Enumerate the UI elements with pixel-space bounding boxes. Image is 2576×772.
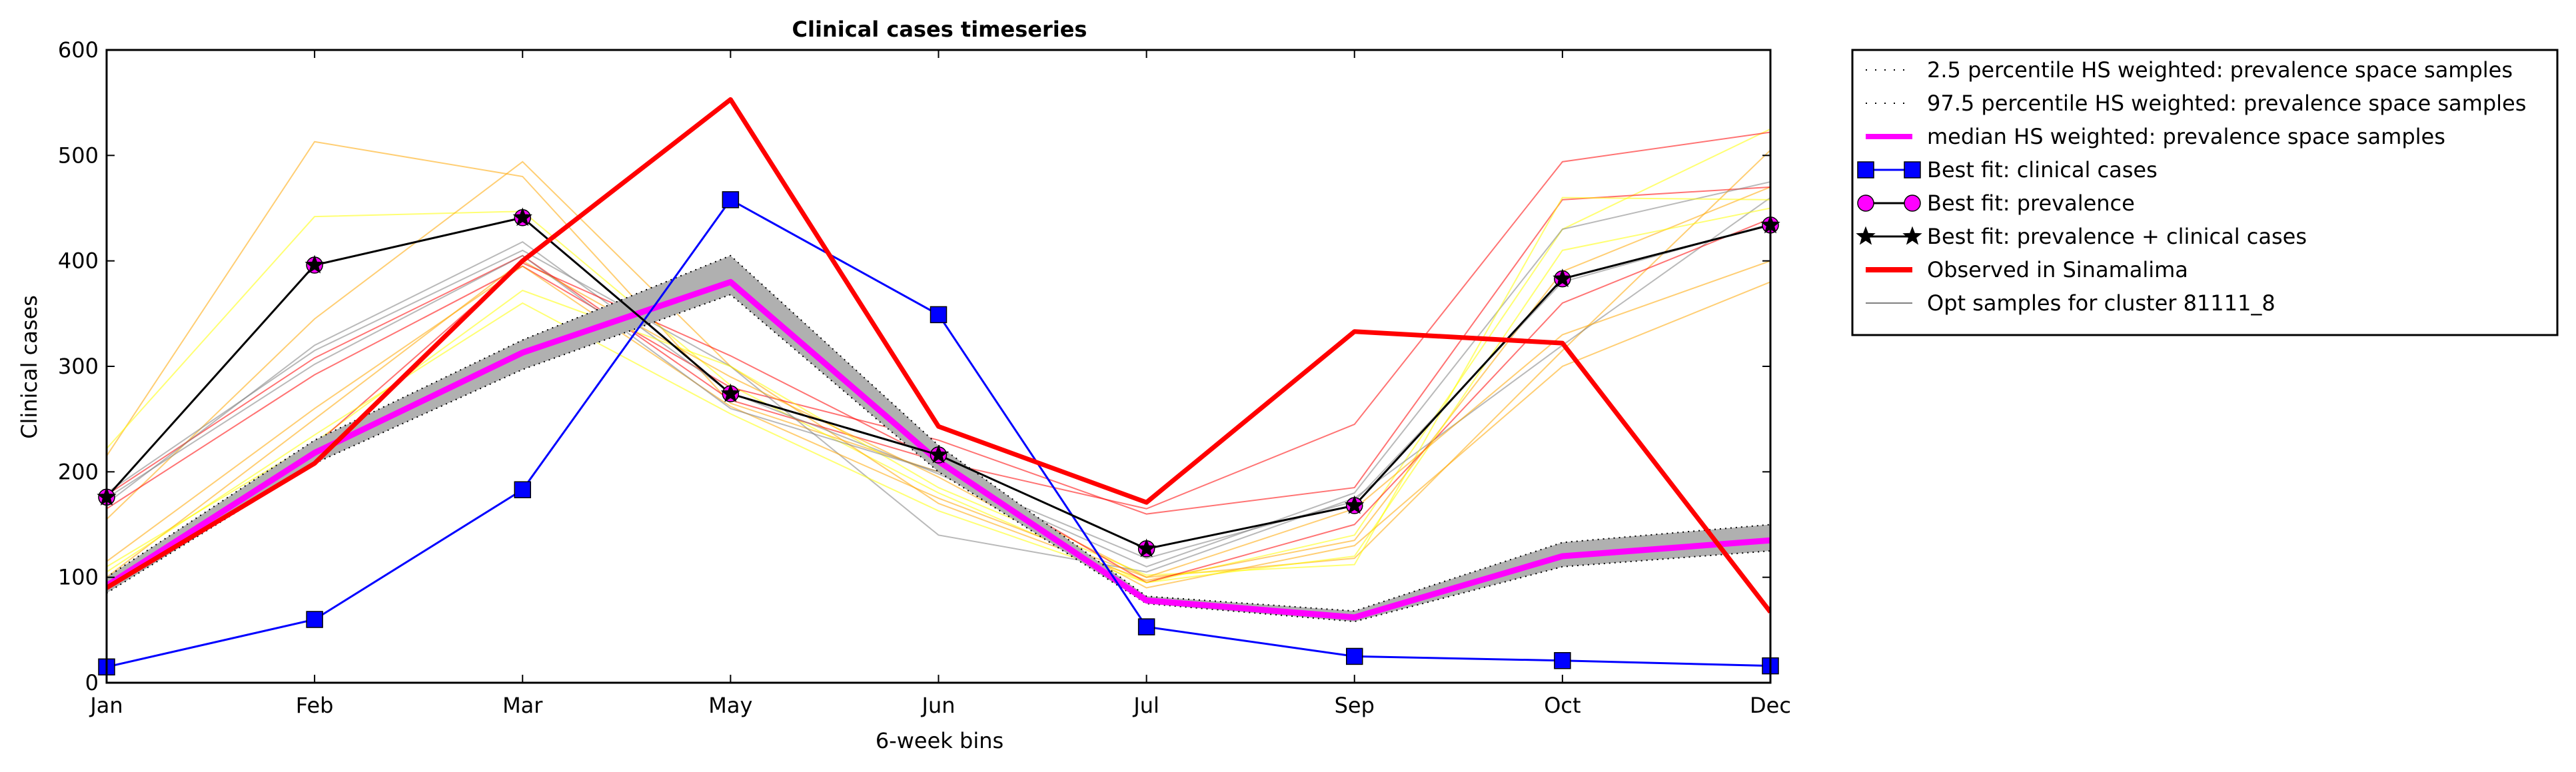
x-axis-label: 6-week bins — [876, 728, 1003, 753]
legend-marker — [1904, 194, 1921, 212]
observed-line — [107, 97, 1770, 614]
x-tick-label: Oct — [1544, 693, 1581, 718]
legend-label: Opt samples for cluster 81111_8 — [1927, 290, 2275, 316]
opt-sample-line-12 — [107, 260, 1770, 578]
y-axis-label: Clinical cases — [17, 295, 42, 439]
opt-sample-line-9 — [107, 260, 1770, 589]
best-fit-clinical-point — [1346, 647, 1363, 665]
plot-frame — [105, 49, 1772, 684]
legend-label: 97.5 percentile HS weighted: prevalence … — [1927, 91, 2526, 116]
opt-sample-line-13 — [107, 223, 1770, 560]
x-tick-label: Jan — [89, 693, 123, 718]
percentile-band — [107, 255, 1770, 622]
y-tick-label: 0 — [85, 670, 99, 695]
best-fit-combined-point — [720, 383, 741, 402]
best-fit-clinical-point — [930, 306, 948, 324]
best-fit-clinical-point — [306, 611, 323, 628]
legend-marker — [1904, 161, 1921, 179]
chart-title: Clinical cases timeseries — [792, 17, 1087, 42]
legend-label: Best fit: prevalence + clinical cases — [1927, 224, 2307, 249]
legend-entry: Best fit: clinical cases — [1857, 157, 2158, 183]
percentile-97-5-line — [107, 254, 1770, 612]
best-fit-combined-point — [305, 254, 324, 274]
legend-entry: Best fit: prevalence — [1857, 191, 2135, 216]
best-fit-combined-line — [107, 216, 1770, 550]
y-tick-label: 200 — [58, 459, 99, 484]
x-tick-label: Mar — [502, 693, 543, 718]
opt-sample-line-8 — [107, 196, 1770, 576]
opt-sample-line-7 — [107, 196, 1770, 573]
y-tick-label: 100 — [58, 565, 99, 590]
x-tick-label: Jul — [1132, 693, 1159, 718]
best-fit-clinical-point — [514, 481, 531, 498]
plot-area: Jan Feb Mar May Jun Jul Sep Oct Dec 0 100 200 300 400… — [58, 37, 1791, 718]
y-tick-label: 300 — [58, 354, 99, 379]
best-fit-combined-point — [1345, 495, 1365, 514]
legend-entry: Observed in Sinamalima — [1866, 257, 2188, 282]
legend-label: median HS weighted: prevalence space sam… — [1927, 124, 2445, 149]
legend: 2.5 percentile HS weighted: prevalence s… — [1851, 49, 2559, 336]
opt-sample-line-6 — [107, 181, 1770, 568]
opt-sample-line-2 — [107, 128, 1770, 583]
best-fit-combined-point — [928, 444, 949, 464]
opt-sample-line-3 — [107, 161, 1770, 581]
best-fit-combined-point — [512, 207, 532, 226]
x-tick-label: Sep — [1335, 693, 1375, 718]
legend-marker — [1902, 226, 1922, 245]
legend-label: 2.5 percentile HS weighted: prevalence s… — [1927, 57, 2513, 83]
legend-marker — [1856, 226, 1876, 245]
x-tick-label: Dec — [1750, 693, 1791, 718]
opt-sample-line-10 — [107, 218, 1770, 583]
best-fit-clinical-point — [722, 191, 740, 208]
opt-sample-line-1 — [107, 141, 1770, 578]
legend-entry: 97.5 percentile HS weighted: prevalence … — [1866, 91, 2526, 116]
best-fit-clinical-point — [1137, 618, 1155, 635]
legend-entry: Best fit: prevalence + clinical cases — [1856, 224, 2307, 249]
legend-marker — [1857, 194, 1874, 212]
legend-label: Observed in Sinamalima — [1927, 257, 2188, 282]
x-tick-label: Feb — [296, 693, 334, 718]
legend-entry: Opt samples for cluster 81111_8 — [1866, 290, 2275, 316]
x-tick-label: May — [708, 693, 752, 718]
y-tick-label: 400 — [58, 248, 99, 274]
legend-box — [1851, 49, 2559, 336]
y-tick-label: 500 — [58, 143, 99, 168]
best-fit-combined-point — [1553, 268, 1573, 288]
y-tick-label: 600 — [58, 37, 99, 63]
legend-entry: 2.5 percentile HS weighted: prevalence s… — [1866, 57, 2513, 83]
legend-marker — [1857, 161, 1874, 179]
plot-series — [107, 97, 1770, 668]
best-fit-clinical-point — [1554, 652, 1571, 669]
legend-label: Best fit: prevalence — [1927, 191, 2135, 216]
legend-label: Best fit: clinical cases — [1927, 157, 2158, 183]
x-tick-label: Jun — [921, 693, 956, 718]
legend-entry: median HS weighted: prevalence space sam… — [1866, 124, 2445, 149]
best-fit-combined-point — [1136, 538, 1157, 558]
opt-sample-line-11 — [107, 207, 1770, 583]
opt-sample-line-5 — [107, 186, 1770, 515]
